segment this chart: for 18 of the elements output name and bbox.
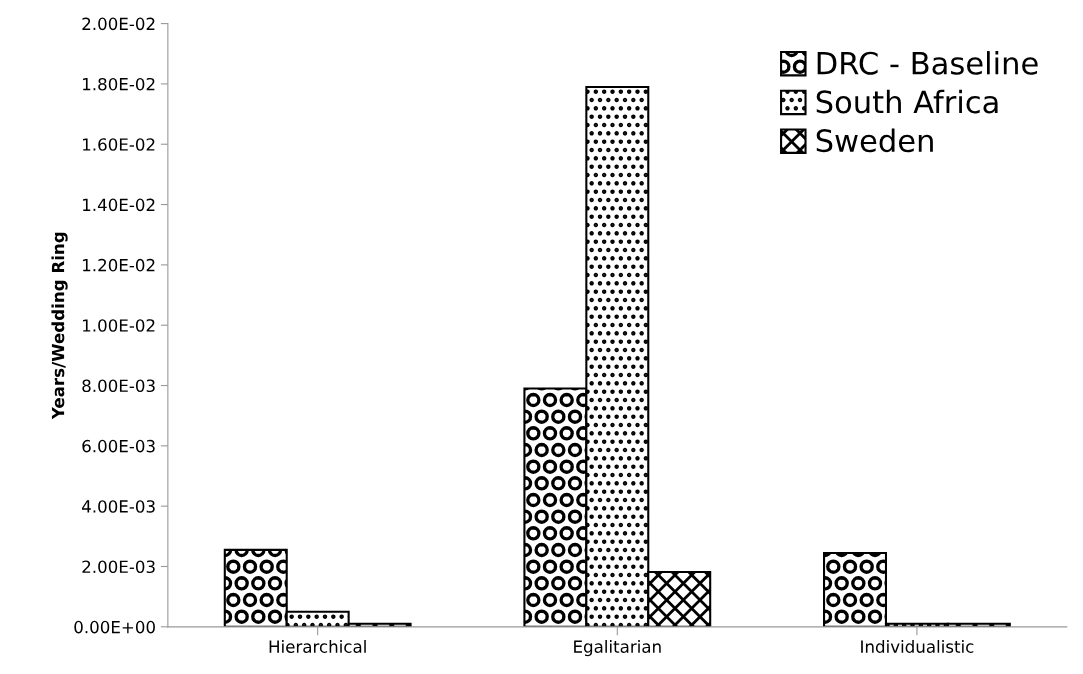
y-tick-label: 0.00E+00 [74, 620, 155, 634]
y-tick-label: 1.40E-02 [83, 198, 155, 212]
x-tick-label: Individualistic [861, 640, 974, 653]
y-tick-label: 2.00E-02 [82, 17, 155, 31]
y-tick-label: 1.20E-02 [83, 258, 155, 272]
y-tick-label: 1.80E-02 [83, 77, 155, 91]
legend-label: South Africa [816, 89, 998, 114]
y-tick-label: 8.00E-03 [82, 379, 155, 393]
y-tick-label: 1.00E-02 [83, 319, 155, 332]
y-tick-label: 4.00E-03 [82, 500, 155, 513]
legend-label: Sweden [816, 128, 933, 153]
x-tick-label: Hierarchical [269, 640, 366, 653]
y-tick-label: 6.00E-03 [82, 439, 155, 453]
x-tick-label: Egalitarian [574, 640, 661, 657]
y-tick-label: 2.00E-03 [82, 560, 155, 574]
legend-label: DRC - Baseline [817, 51, 1038, 75]
y-tick-label: 1.60E-02 [83, 138, 155, 151]
y-axis-title: Years/Wedding Ring [51, 232, 68, 420]
